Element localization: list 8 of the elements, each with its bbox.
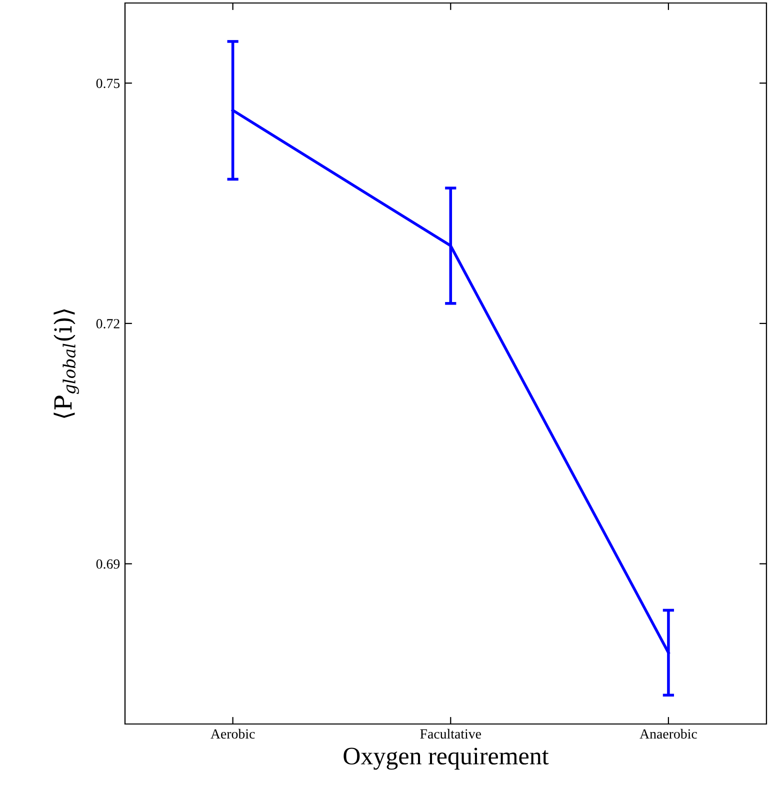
x-tick-label: Anaerobic: [640, 728, 697, 739]
y-tick-label: 0.69: [96, 559, 120, 569]
x-axis-title: Oxygen requirement: [344, 748, 549, 770]
y-tick-label: 0.72: [96, 319, 120, 328]
y-axis-title: ⟨P$_{global}$(i)⟩: [54, 309, 79, 418]
y-tick-label: 0.75: [96, 78, 120, 88]
x-tick-label: Facultative: [420, 728, 482, 739]
x-tick-label: Aerobic: [210, 728, 255, 739]
